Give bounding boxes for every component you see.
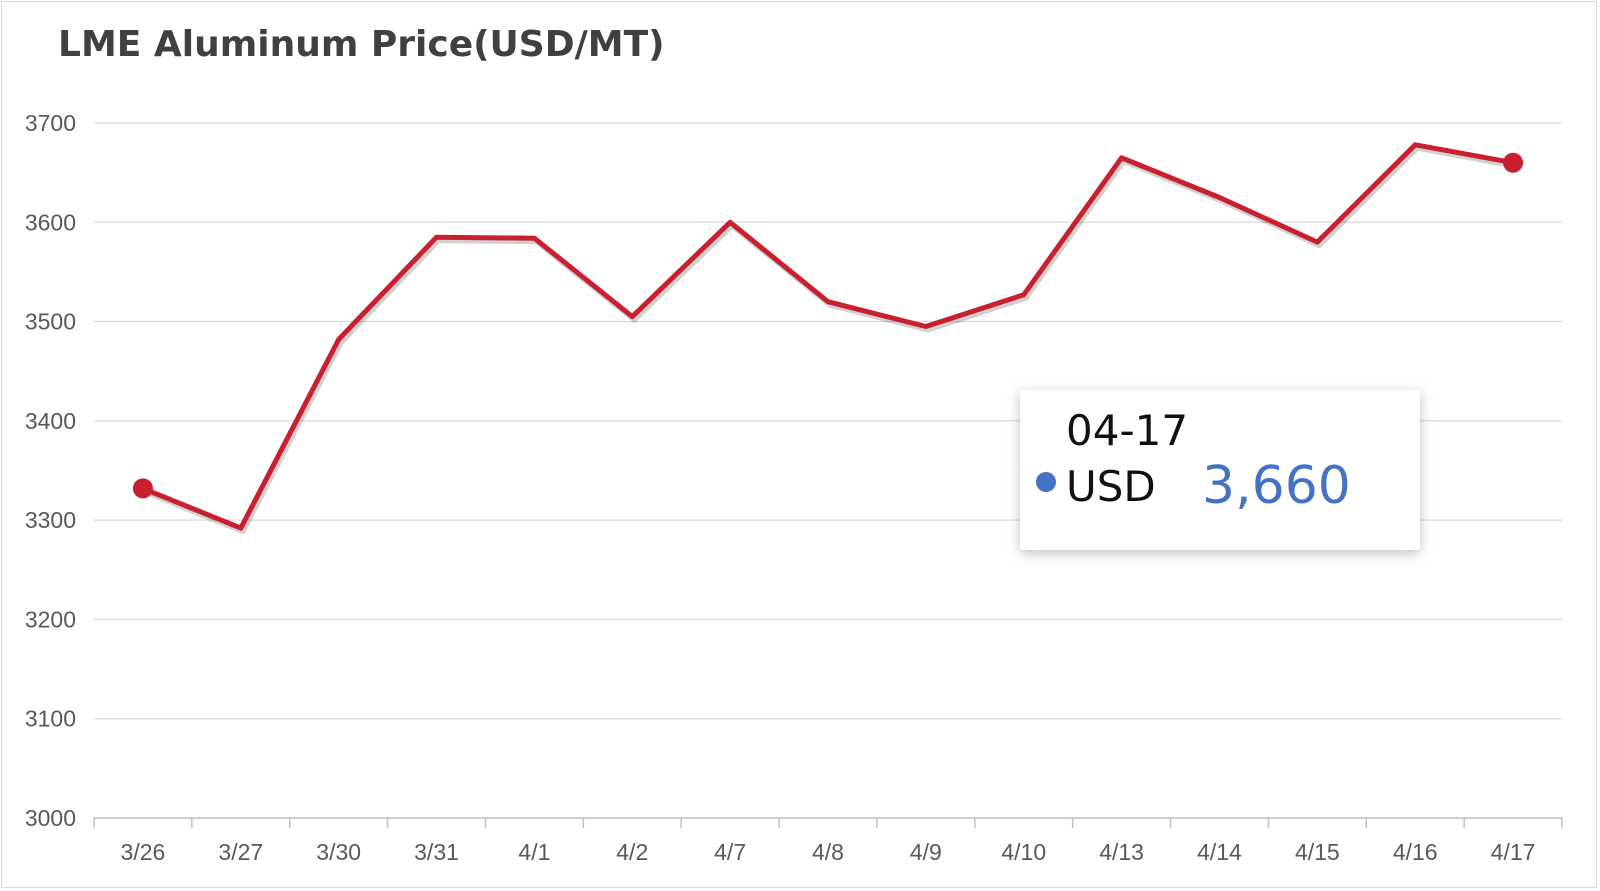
y-tick-label: 3700 <box>25 110 76 136</box>
tooltip-date: 04-17 <box>1066 406 1189 455</box>
y-tick-label: 3300 <box>25 507 76 533</box>
y-tick-label: 3000 <box>25 805 76 831</box>
x-tick-label: 4/8 <box>812 839 844 865</box>
chart-title: LME Aluminum Price(USD/MT) <box>58 24 665 65</box>
x-tick-label: 3/26 <box>121 839 166 865</box>
x-tick-label: 4/17 <box>1491 839 1536 865</box>
x-tick-label: 3/31 <box>414 839 459 865</box>
x-tick-label: 4/10 <box>1001 839 1046 865</box>
tooltip-value: 3,660 <box>1202 456 1351 516</box>
y-tick-label: 3500 <box>25 309 76 335</box>
tooltip-series-dot <box>1036 472 1056 492</box>
x-tick-label: 4/13 <box>1099 839 1144 865</box>
data-point-marker[interactable] <box>132 478 153 499</box>
x-axis: 3/26 3/27 3/30 3/31 4/1 4/2 4/7 4/8 4/9 4/10 4/13 4… <box>93 817 1563 865</box>
data-point-marker[interactable] <box>1503 152 1524 173</box>
tooltip-series-name: USD <box>1066 462 1156 511</box>
x-tick-label: 4/9 <box>910 839 942 865</box>
x-tick-label: 4/2 <box>616 839 648 865</box>
y-axis: 3000 3100 3200 3300 3400 3500 3600 3700 <box>25 110 76 831</box>
data-tooltip: 04-17 USD 3,660 <box>1020 390 1420 550</box>
x-tick-label: 3/30 <box>316 839 361 865</box>
x-tick-label: 3/27 <box>218 839 263 865</box>
x-tick-label: 4/16 <box>1393 839 1438 865</box>
series-usd <box>132 142 1524 535</box>
x-tick-label: 4/14 <box>1197 839 1242 865</box>
y-tick-label: 3400 <box>25 408 76 434</box>
x-tick-label: 4/7 <box>714 839 746 865</box>
y-tick-label: 3200 <box>25 606 76 632</box>
gridlines <box>94 122 1562 720</box>
x-tick-label: 4/1 <box>518 839 550 865</box>
y-tick-label: 3600 <box>25 209 76 235</box>
x-tick-label: 4/15 <box>1295 839 1340 865</box>
series-line-usd <box>140 142 1516 531</box>
y-tick-label: 3100 <box>25 706 76 732</box>
